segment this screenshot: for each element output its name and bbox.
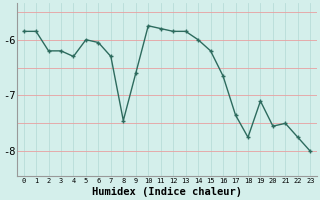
X-axis label: Humidex (Indice chaleur): Humidex (Indice chaleur) [92,186,242,197]
